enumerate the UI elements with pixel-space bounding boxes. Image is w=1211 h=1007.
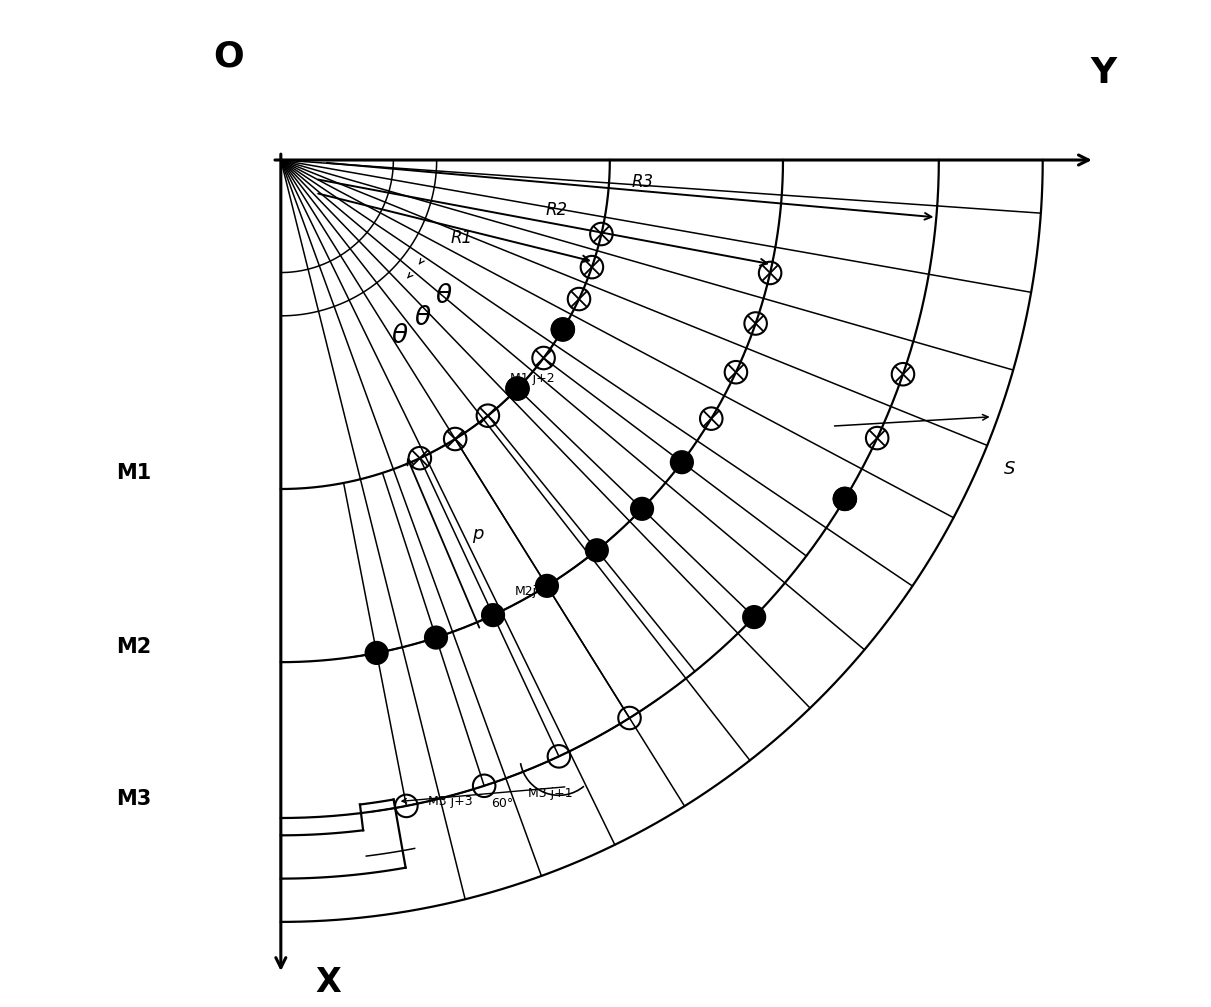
- Text: θ: θ: [391, 323, 408, 348]
- Text: X: X: [316, 966, 342, 999]
- Text: O: O: [213, 39, 245, 74]
- Text: R3: R3: [632, 172, 654, 190]
- Text: θ: θ: [414, 305, 431, 330]
- Circle shape: [506, 378, 529, 400]
- Circle shape: [742, 606, 765, 628]
- Circle shape: [535, 575, 558, 597]
- Text: θ: θ: [435, 283, 452, 309]
- Text: p: p: [472, 525, 483, 543]
- Text: M3 j+3: M3 j+3: [427, 796, 472, 808]
- Text: R2: R2: [546, 201, 568, 220]
- Circle shape: [631, 497, 653, 520]
- Circle shape: [833, 487, 856, 511]
- Text: 60°: 60°: [492, 798, 513, 811]
- Text: M1: M1: [116, 463, 151, 483]
- Circle shape: [482, 604, 504, 626]
- Circle shape: [671, 451, 693, 473]
- Text: Y: Y: [1090, 56, 1117, 91]
- Text: M2: M2: [116, 637, 151, 658]
- Circle shape: [366, 641, 388, 665]
- Text: M3 j+1: M3 j+1: [528, 786, 573, 800]
- Circle shape: [586, 539, 608, 562]
- Text: R1: R1: [450, 229, 472, 247]
- Text: M1 j+2: M1 j+2: [510, 373, 555, 386]
- Text: M3: M3: [116, 789, 151, 810]
- Circle shape: [425, 626, 447, 649]
- Circle shape: [551, 318, 574, 340]
- Text: S: S: [1004, 459, 1016, 477]
- Text: M2j+2: M2j+2: [515, 585, 556, 598]
